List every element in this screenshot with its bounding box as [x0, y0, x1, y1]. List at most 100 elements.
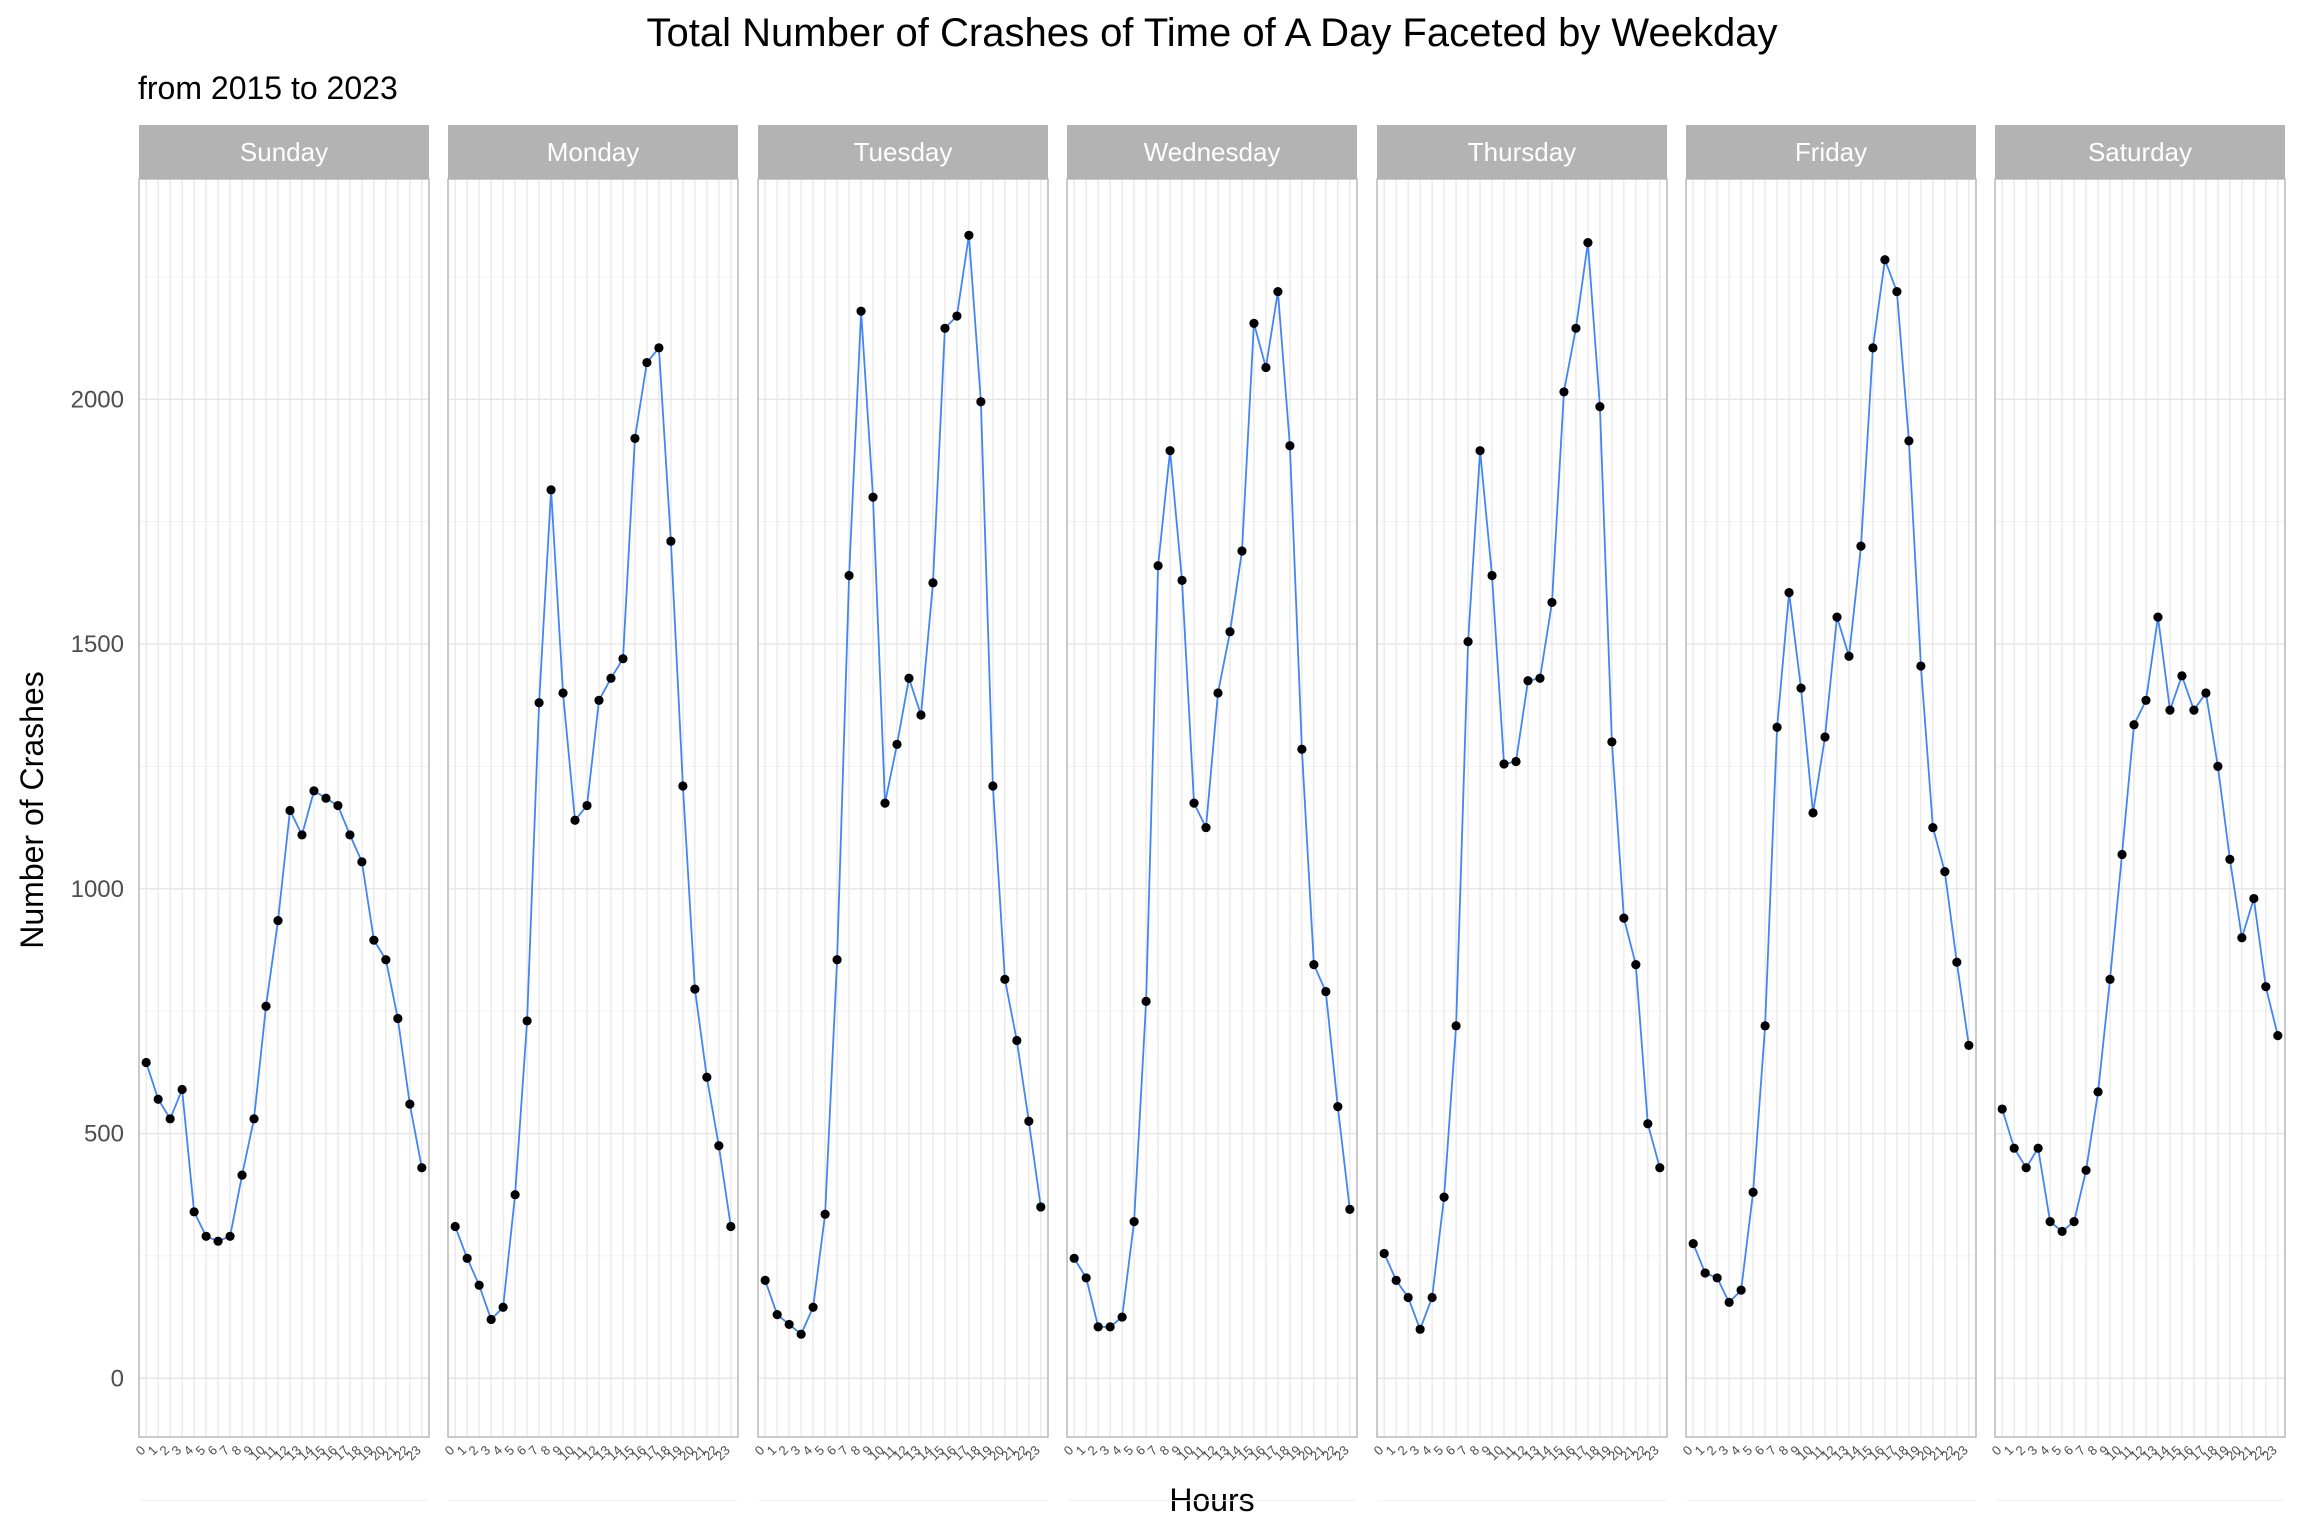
data-point	[1333, 1101, 1343, 1112]
data-point	[1904, 436, 1914, 446]
data-point	[820, 1209, 830, 1219]
data-point	[1832, 612, 1842, 622]
data-point	[606, 673, 616, 683]
data-point	[237, 1170, 247, 1180]
panel-border	[1376, 178, 1668, 1438]
data-point	[1643, 1119, 1653, 1129]
data-point	[772, 1310, 782, 1320]
data-point	[832, 955, 842, 965]
data-point	[2081, 1165, 2091, 1175]
data-point	[1547, 597, 1557, 608]
data-point	[702, 1072, 712, 1082]
data-point	[1105, 1322, 1115, 1332]
x-axis-title: Hours	[1169, 1482, 1254, 1518]
facet-panel-wednesday: Wednesday0123456789101112131415161718192…	[1061, 125, 1358, 1502]
data-point	[1820, 732, 1830, 742]
data-point	[510, 1190, 520, 1200]
data-point	[1748, 1187, 1758, 1197]
data-point	[393, 1013, 403, 1024]
data-point	[1297, 744, 1307, 754]
data-point	[2177, 671, 2187, 681]
data-point	[1916, 661, 1926, 671]
facet-strip	[758, 125, 1048, 179]
data-point	[1189, 798, 1199, 808]
data-point	[2069, 1217, 2079, 1227]
data-point	[1415, 1324, 1425, 1334]
data-point	[892, 739, 902, 749]
data-point	[1321, 986, 1331, 997]
data-point	[1273, 286, 1283, 297]
y-tick-label: 0	[111, 1365, 124, 1392]
data-point	[381, 955, 391, 965]
data-point	[880, 798, 890, 808]
facet-strip-label: Tuesday	[854, 137, 953, 167]
data-point	[1595, 402, 1605, 412]
facet-panel-friday: Friday0123456789101112131415161718192021…	[1680, 125, 1977, 1502]
facet-panel-tuesday: Tuesday012345678910111213141516171819202…	[752, 125, 1049, 1502]
data-point	[760, 1275, 770, 1285]
panel-border	[1066, 178, 1358, 1438]
data-point	[642, 357, 652, 368]
data-point	[1844, 651, 1854, 661]
panel-border	[1994, 178, 2286, 1438]
data-point	[1024, 1116, 1034, 1126]
data-point	[177, 1084, 187, 1095]
data-point	[678, 781, 688, 791]
panel-background	[1377, 179, 1667, 1437]
data-point	[2129, 720, 2139, 730]
data-point	[796, 1329, 806, 1339]
facet-panel-thursday: Thursday01234567891011121314151617181920…	[1371, 125, 1668, 1502]
data-point	[2153, 612, 2163, 622]
data-point	[1012, 1035, 1022, 1046]
data-point	[1940, 867, 1950, 877]
data-point	[249, 1114, 259, 1124]
panel-background	[758, 179, 1048, 1437]
data-point	[261, 1001, 271, 1011]
data-point	[1427, 1292, 1437, 1303]
data-point	[321, 793, 331, 803]
data-point	[1760, 1021, 1770, 1031]
data-point	[2033, 1143, 2043, 1153]
panel-border	[447, 178, 739, 1438]
data-point	[1249, 318, 1259, 329]
data-point	[1069, 1253, 1079, 1263]
data-point	[1403, 1292, 1413, 1303]
data-point	[714, 1141, 724, 1151]
data-point	[1225, 627, 1235, 637]
data-point	[1439, 1192, 1449, 1202]
data-point	[2249, 893, 2259, 904]
data-point	[1379, 1248, 1389, 1259]
data-point	[1808, 808, 1818, 818]
facet-strip-label: Friday	[1795, 137, 1867, 167]
data-point	[558, 688, 568, 698]
data-point	[2201, 688, 2211, 698]
data-point	[2273, 1031, 2283, 1041]
data-point	[486, 1314, 496, 1325]
facet-strip-label: Thursday	[1468, 137, 1576, 167]
data-point	[808, 1302, 818, 1312]
data-point	[1523, 676, 1533, 686]
data-point	[582, 800, 592, 811]
data-point	[1511, 756, 1521, 767]
data-point	[201, 1231, 211, 1241]
data-point	[1772, 722, 1782, 732]
data-point	[417, 1163, 427, 1173]
data-point	[1880, 255, 1890, 265]
panel-background	[1067, 179, 1357, 1437]
data-point	[2237, 933, 2247, 943]
data-point	[1796, 683, 1806, 693]
data-point	[369, 935, 379, 945]
data-point	[1475, 446, 1485, 456]
x-tick-label: 23	[1950, 1443, 1971, 1464]
facet-strip	[1377, 125, 1667, 179]
data-point	[2141, 695, 2151, 705]
data-point	[1700, 1268, 1710, 1278]
data-point	[405, 1099, 415, 1109]
facet-strip-label: Monday	[547, 137, 640, 167]
series-line	[2001, 616, 2279, 1233]
data-point	[2261, 982, 2271, 992]
data-point	[534, 698, 544, 708]
data-point	[474, 1280, 484, 1290]
data-point	[225, 1231, 235, 1241]
